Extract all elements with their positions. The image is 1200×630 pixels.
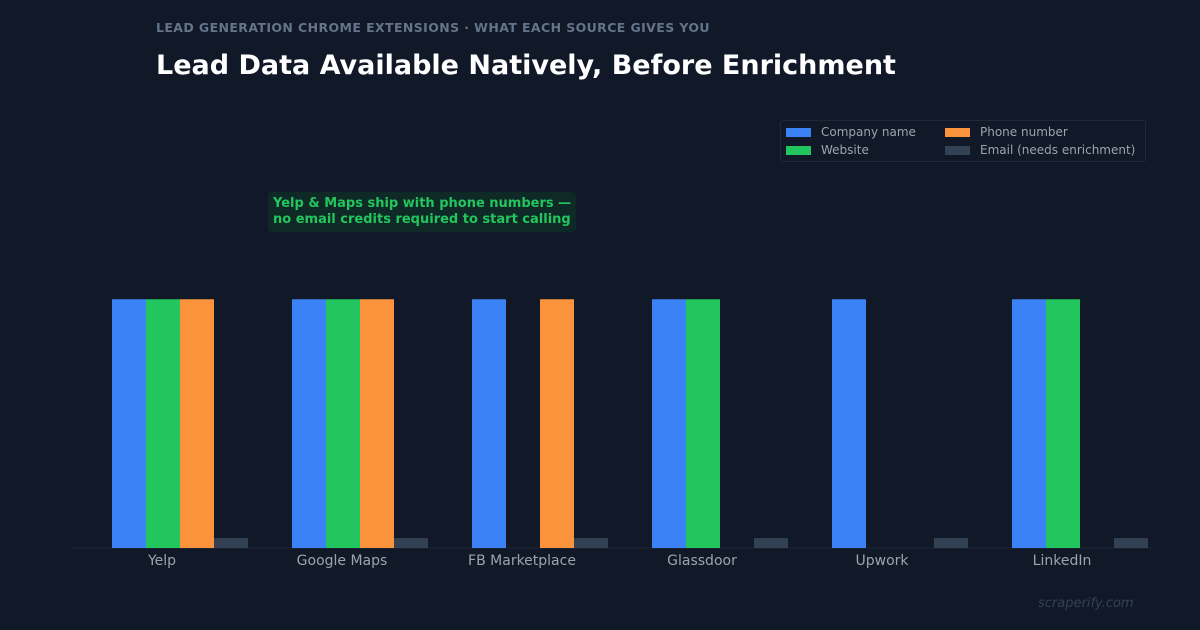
bar-google-maps-email — [394, 538, 428, 548]
bar-upwork-company — [832, 299, 866, 548]
bar-yelp-email — [214, 538, 248, 548]
bar-glassdoor-email — [754, 538, 788, 548]
legend-label-email: Email (needs enrichment) — [980, 143, 1136, 157]
legend-label-company-name: Company name — [821, 125, 916, 139]
watermark: scraperify.com — [1038, 596, 1134, 611]
bar-yelp-website — [146, 299, 180, 548]
x-tick-label: FB Marketplace — [468, 553, 576, 569]
x-tick-label: Yelp — [147, 553, 176, 569]
chart-title: Lead Data Available Natively, Before Enr… — [156, 50, 896, 81]
legend-swatch-phone-number — [945, 127, 970, 137]
legend-label-website: Website — [821, 143, 869, 157]
legend-item-company-name: Company name — [786, 125, 916, 139]
bar-linkedin-email — [1114, 538, 1148, 548]
legend-swatch-company-name — [786, 127, 811, 137]
x-tick-label: Glassdoor — [667, 553, 737, 569]
legend-item-email: Email (needs enrichment) — [945, 143, 1135, 157]
bar-google-maps-website — [326, 299, 360, 548]
bar-fb-marketplace-email — [574, 538, 608, 548]
bar-glassdoor-website — [686, 299, 720, 548]
legend-item-phone-number: Phone number — [945, 125, 1068, 139]
legend-swatch-website — [786, 145, 811, 155]
x-tick-label: Upwork — [855, 553, 909, 569]
x-tick-label: LinkedIn — [1033, 553, 1092, 569]
bar-linkedin-company — [1012, 299, 1046, 548]
bar-google-maps-phone — [360, 299, 394, 548]
bar-yelp-company — [112, 299, 146, 548]
legend-swatch-email — [945, 145, 970, 155]
bar-fb-marketplace-company — [472, 299, 506, 548]
bar-linkedin-website — [1046, 299, 1080, 548]
legend-item-website: Website — [786, 143, 869, 157]
bar-glassdoor-company — [652, 299, 686, 548]
chart-legend: Company name Website Phone number Email … — [780, 120, 1146, 162]
bar-google-maps-company — [292, 299, 326, 548]
x-tick-label: Google Maps — [297, 553, 388, 569]
chart-eyebrow: LEAD GENERATION CHROME EXTENSIONS · WHAT… — [156, 20, 710, 35]
bar-yelp-phone — [180, 299, 214, 548]
legend-label-phone-number: Phone number — [980, 125, 1068, 139]
chart-annotation: Yelp & Maps ship with phone numbers — no… — [268, 192, 577, 232]
bar-fb-marketplace-phone — [540, 299, 574, 548]
bar-upwork-email — [934, 538, 968, 548]
